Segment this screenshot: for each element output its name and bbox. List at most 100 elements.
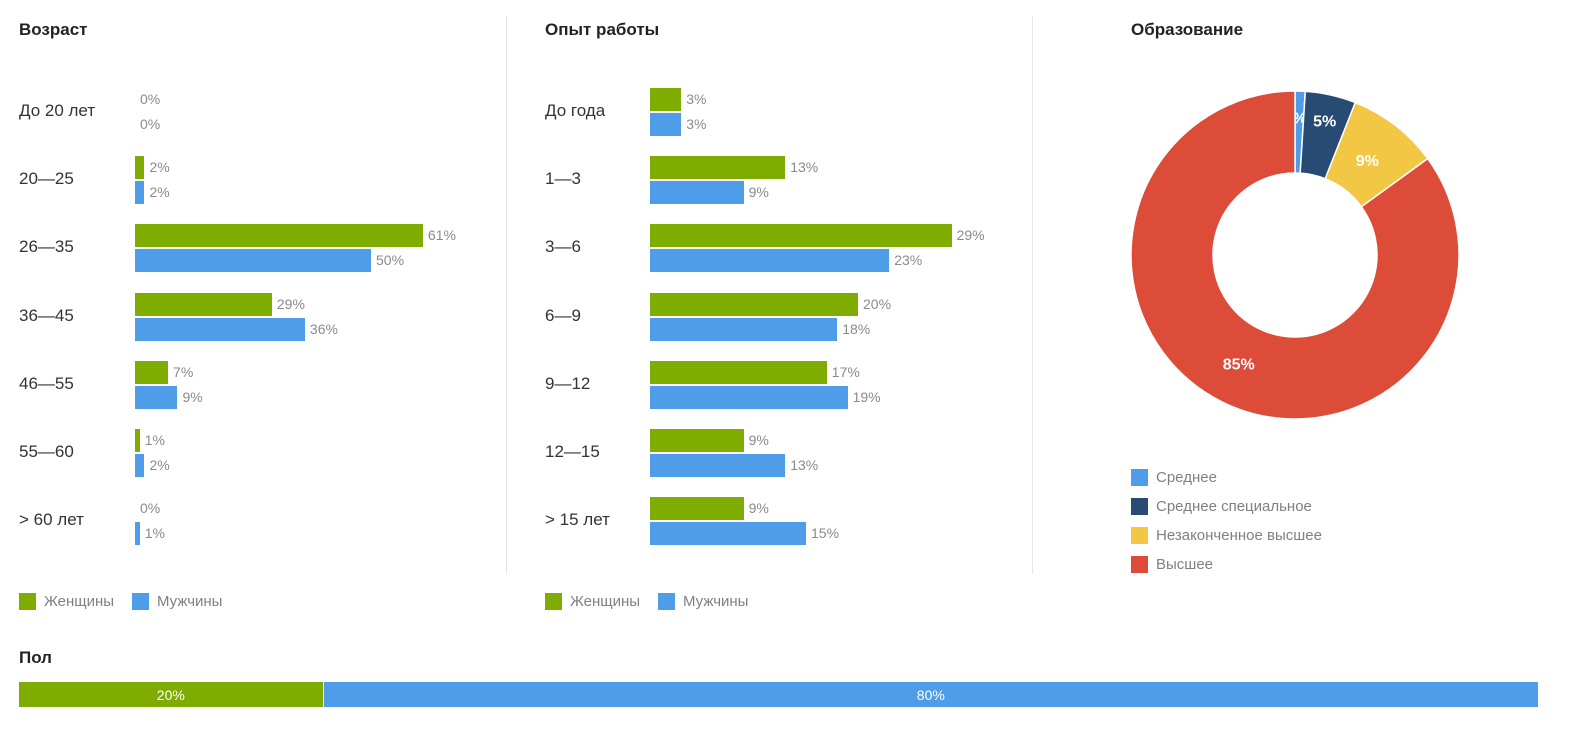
age-bar-men[interactable] (135, 522, 140, 546)
experience-value-label: 3% (686, 91, 707, 107)
age-category-label: 26—35 (19, 237, 74, 257)
age-value-label: 2% (149, 184, 170, 201)
experience-value-label: 9% (748, 432, 769, 448)
legend-label: Незаконченное высшее (1156, 527, 1322, 544)
gender-chart-title: Пол (19, 648, 52, 667)
education-legend-vysshee[interactable]: Высшее (1131, 556, 1213, 573)
experience-value-label: 15% (811, 525, 840, 542)
gender-segment-men[interactable]: 80% (323, 682, 1538, 707)
age-bar-women[interactable] (135, 292, 272, 316)
age-value-label: 1% (144, 432, 165, 448)
age-value-label: 2% (149, 457, 170, 473)
experience-category-label: 1—3 (545, 169, 581, 189)
experience-category-label: 6—9 (545, 305, 581, 325)
women-swatch-icon (19, 593, 36, 610)
experience-bar-women[interactable] (650, 360, 827, 384)
age-bar-men[interactable] (135, 181, 145, 205)
age-value-label: 61% (427, 227, 456, 244)
experience-category-label: 3—6 (545, 237, 581, 257)
experience-bar-women[interactable] (650, 156, 786, 180)
donut-label-nezakonch: 9% (1356, 153, 1379, 170)
education-legend-srednee-special[interactable]: Среднее специальное (1131, 498, 1312, 515)
experience-bar-men[interactable] (650, 317, 838, 341)
age-value-label: 2% (149, 159, 170, 176)
experience-value-label: 18% (842, 320, 871, 337)
experience-value-label: 29% (956, 227, 985, 244)
experience-legend-women[interactable]: Женщины (545, 593, 640, 610)
experience-value-label: 23% (894, 252, 923, 269)
experience-value-label: 3% (686, 116, 707, 132)
experience-value-label: 19% (852, 388, 881, 405)
experience-bar-women[interactable] (650, 292, 858, 316)
education-legend-nezakonch[interactable]: Незаконченное высшее (1131, 527, 1322, 544)
age-legend-women[interactable]: Женщины (19, 593, 114, 610)
age-bar-women[interactable] (135, 224, 423, 248)
experience-bar-women[interactable] (650, 429, 744, 452)
age-bar-women[interactable] (135, 156, 145, 180)
donut-label-vysshee: 85% (1223, 357, 1255, 374)
age-bar-women[interactable] (135, 360, 169, 384)
age-bar-men[interactable] (135, 454, 145, 477)
srednee-special-swatch-icon (1131, 498, 1148, 515)
experience-category-label: До года (545, 101, 606, 120)
experience-value-label: 13% (790, 457, 819, 473)
experience-bar-women[interactable] (650, 88, 682, 111)
experience-bar-women[interactable] (650, 224, 952, 248)
age-value-label: 1% (144, 525, 165, 542)
age-bar-men[interactable] (135, 385, 178, 409)
experience-bar-men[interactable] (650, 522, 806, 546)
age-value-label: 7% (173, 363, 194, 380)
age-value-label: 36% (309, 320, 338, 337)
women-swatch-icon (545, 593, 562, 610)
age-bar-women[interactable] (135, 429, 140, 452)
experience-bar-women[interactable] (650, 497, 744, 521)
experience-bar-men[interactable] (650, 385, 848, 409)
legend-label: Женщины (570, 593, 641, 610)
age-category-label: До 20 лет (19, 101, 96, 120)
experience-bar-men[interactable] (650, 113, 682, 136)
experience-category-label: 12—15 (545, 442, 600, 461)
age-category-label: 20—25 (19, 169, 74, 189)
men-swatch-icon (132, 593, 149, 610)
experience-bar-men[interactable] (650, 454, 786, 477)
gender-segment-women[interactable]: 20% (19, 682, 324, 707)
experience-value-label: 9% (748, 184, 769, 201)
age-value-label: 0% (140, 500, 161, 517)
donut-slice-vysshee[interactable] (1130, 90, 1460, 420)
experience-legend-men[interactable]: Мужчины (658, 593, 748, 610)
education-legend-srednee[interactable]: Среднее (1131, 469, 1217, 486)
education-donut-chart: 1%5%9%85% (1130, 90, 1460, 420)
nezakonch-swatch-icon (1131, 527, 1148, 544)
srednee-swatch-icon (1131, 469, 1148, 486)
experience-value-label: 13% (790, 159, 819, 176)
age-value-label: 0% (140, 116, 161, 132)
experience-bar-men[interactable] (650, 181, 744, 205)
divider (506, 16, 507, 574)
men-swatch-icon (658, 593, 675, 610)
age-value-label: 9% (182, 388, 203, 405)
legend-label: Мужчины (157, 593, 223, 610)
age-value-label: 0% (140, 91, 161, 107)
age-category-label: 46—55 (19, 373, 74, 393)
experience-value-label: 20% (863, 295, 892, 312)
vysshee-swatch-icon (1131, 556, 1148, 573)
legend-label: Среднее специальное (1156, 498, 1312, 515)
legend-label: Высшее (1156, 556, 1214, 573)
experience-chart-title: Опыт работы (545, 20, 660, 39)
age-bar-men[interactable] (135, 317, 305, 341)
age-value-label: 50% (376, 252, 405, 269)
experience-value-label: 17% (831, 363, 860, 380)
experience-value-label: 9% (748, 500, 769, 517)
age-category-label: 36—45 (19, 305, 74, 325)
age-category-label: > 60 лет (19, 510, 84, 530)
age-chart-title: Возраст (19, 20, 88, 39)
legend-label: Женщины (44, 593, 115, 610)
experience-bar-men[interactable] (650, 249, 890, 273)
experience-category-label: 9—12 (545, 373, 591, 393)
donut-label-srednee-special: 5% (1313, 113, 1336, 130)
education-chart-title: Образование (1131, 20, 1244, 39)
age-bar-men[interactable] (135, 249, 371, 273)
age-legend-men[interactable]: Мужчины (132, 593, 222, 610)
experience-category-label: > 15 лет (545, 510, 610, 530)
divider (1032, 16, 1033, 574)
